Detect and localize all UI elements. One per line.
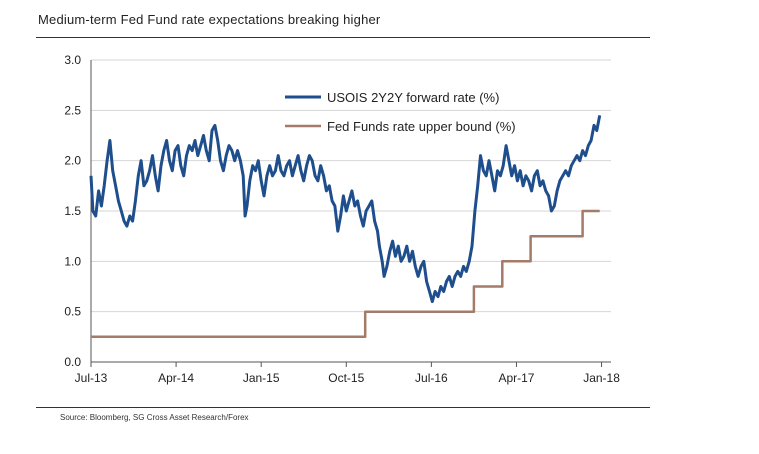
x-tick-label: Jan-18 [583,371,620,385]
legend-label: USOIS 2Y2Y forward rate (%) [327,90,499,105]
series [89,115,602,339]
x-tick-label: Jul-16 [415,371,448,385]
gridlines [91,59,611,313]
y-tick-label: 0.0 [64,355,81,369]
x-tick-label: Apr-17 [498,371,534,385]
chart-title: Medium-term Fed Fund rate expectations b… [38,12,381,27]
source-rule [36,407,650,408]
axes: 0.0 0.5 1.0 1.5 2.0 2.5 3.0 Jul-13 Apr-14 Jan-15 O… [64,53,620,385]
legend: USOIS 2Y2Y forward rate (%) Fed Funds rat… [285,90,516,134]
y-tick-label: 2.5 [64,103,81,117]
y-tick-label: 1.5 [64,204,81,218]
series-line-usois [89,115,602,304]
title-rule [36,37,650,38]
y-tick-label: 3.0 [64,53,81,67]
series-line-fed-funds [91,209,600,339]
x-tick-label: Jul-13 [75,371,108,385]
y-tick-label: 2.0 [64,154,81,168]
x-tick-label: Apr-14 [158,371,194,385]
source-note: Source: Bloomberg, SG Cross Asset Resear… [60,413,249,422]
x-tick-label: Oct-15 [328,371,364,385]
x-tick-label: Jan-15 [243,371,280,385]
y-tick-label: 0.5 [64,305,81,319]
y-tick-label: 1.0 [64,254,81,268]
legend-label: Fed Funds rate upper bound (%) [327,119,516,134]
